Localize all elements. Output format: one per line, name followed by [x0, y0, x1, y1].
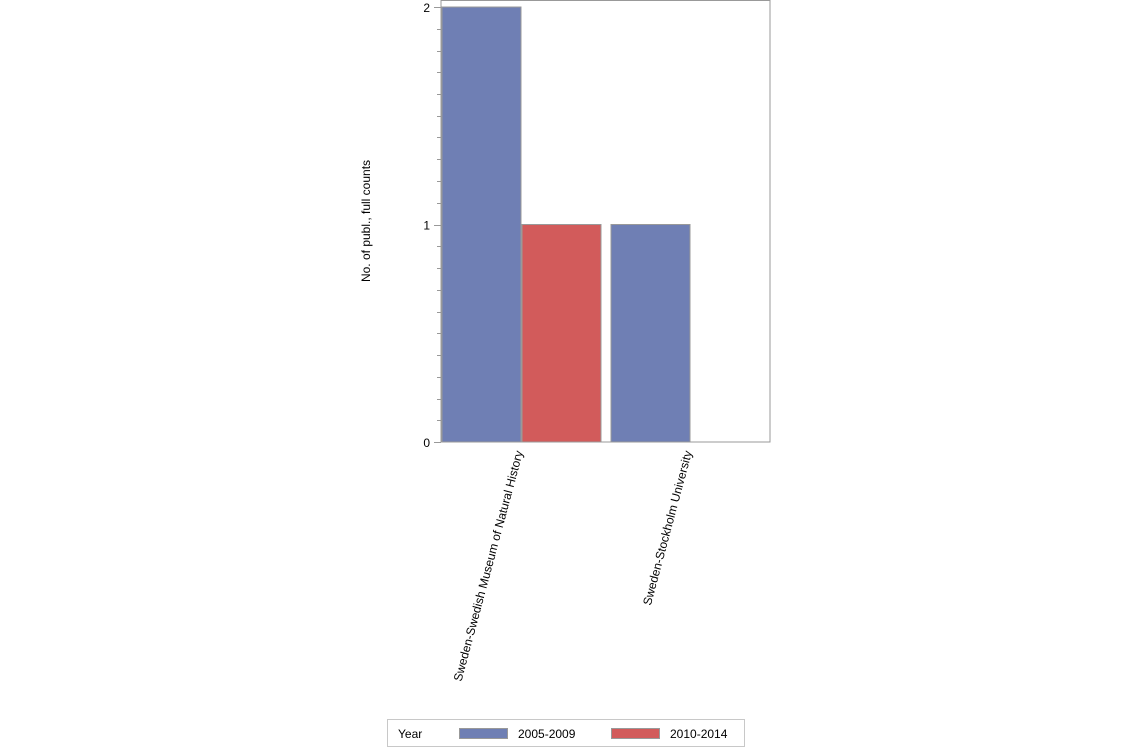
legend-swatch-2010-2014 — [611, 728, 660, 739]
legend-title: Year — [398, 727, 423, 741]
y-tick-label: 0 — [423, 436, 430, 450]
y-tick-label: 1 — [423, 219, 430, 233]
bar-2005-2009-0 — [441, 6, 522, 443]
x-category-label: Sweden-Swedish Museum of Natural History — [451, 449, 526, 683]
y-tick-label: 2 — [423, 1, 430, 15]
plot-area: 0 1 2 Sweden-Swedish Museum of Natural Hist… — [423, 0, 771, 683]
legend-label-2010-2014: 2010-2014 — [670, 727, 728, 741]
bar-2010-2014-0 — [521, 224, 602, 443]
plot-frame — [440, 0, 771, 443]
x-category-label: Sweden-Stockholm University — [640, 449, 695, 607]
legend: Year 2005-2009 2010-2014 — [387, 719, 745, 747]
legend-label-2005-2009: 2005-2009 — [518, 727, 576, 741]
y-axis-label: No. of publ., full counts — [359, 160, 373, 282]
bar-2005-2009-1 — [610, 224, 691, 443]
legend-swatch-2005-2009 — [459, 728, 508, 739]
